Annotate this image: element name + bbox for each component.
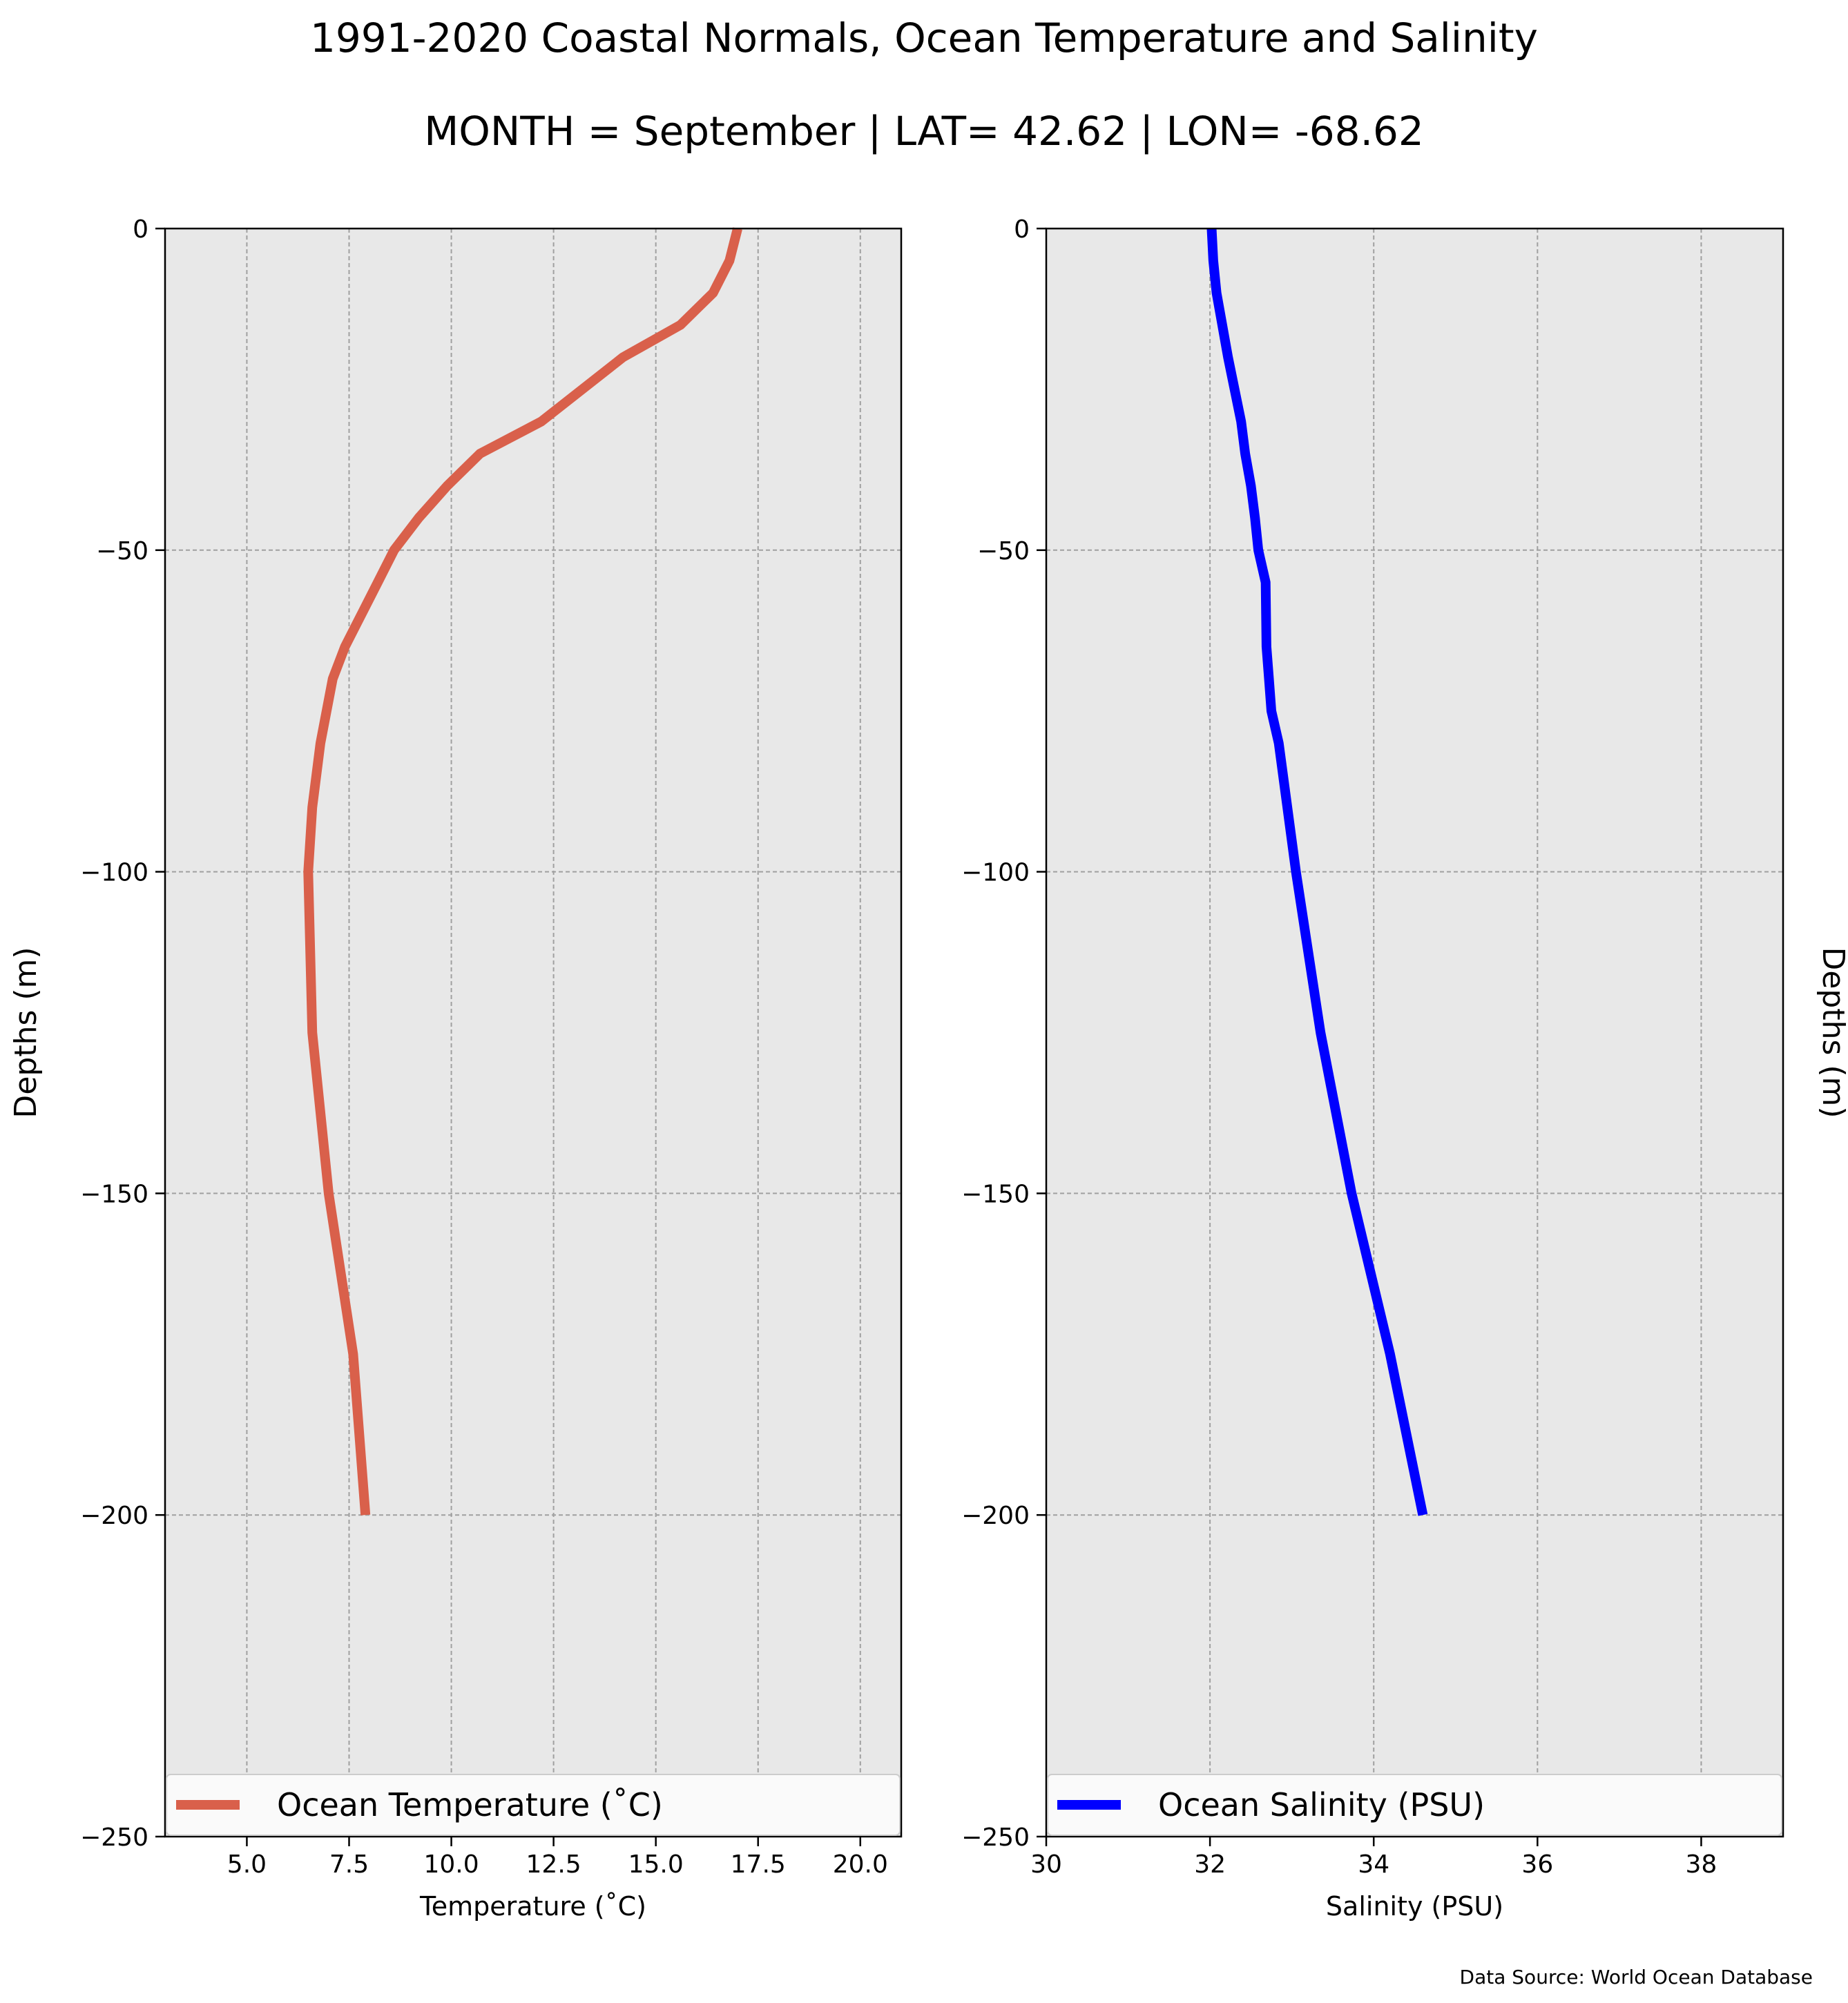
salinity-y-tick-label: −50 (977, 537, 1030, 565)
temperature-y-tick-label: 0 (133, 215, 148, 244)
salinity-x-tick-label: 36 (1521, 1850, 1553, 1879)
temperature-x-tick-label: 5.0 (227, 1850, 267, 1879)
temperature-legend-label: Ocean Temperature (˚C) (277, 1786, 663, 1823)
temperature-y-axis-label: Depths (m) (8, 947, 44, 1118)
salinity-x-tick-label: 38 (1686, 1850, 1717, 1879)
temperature-x-tick-label: 7.5 (329, 1850, 369, 1879)
temperature-y-tick-label: −50 (96, 537, 148, 565)
salinity-y-tick-label: 0 (1014, 215, 1030, 244)
salinity-y-tick-label: −150 (961, 1180, 1030, 1208)
salinity-x-axis-label: Salinity (PSU) (1326, 1891, 1503, 1922)
salinity-y-tick-label: −100 (961, 859, 1030, 887)
salinity-x-tick-label: 34 (1358, 1850, 1389, 1879)
temperature-y-tick-label: −150 (80, 1180, 148, 1208)
temperature-plot-area (165, 229, 901, 1837)
salinity-y-axis-label: Depths (m) (1816, 947, 1848, 1118)
figure-subtitle: MONTH = September | LAT= 42.62 | LON= -6… (424, 108, 1424, 155)
salinity-legend (1047, 1774, 1782, 1836)
salinity-y-tick-label: −250 (961, 1823, 1030, 1852)
temperature-y-tick-label: −100 (80, 859, 148, 887)
temperature-x-tick-label: 12.5 (526, 1850, 581, 1879)
salinity-y-tick-label: −200 (961, 1502, 1030, 1530)
salinity-axes-frame (1045, 227, 1784, 1838)
salinity-x-tick-label: 30 (1030, 1850, 1062, 1879)
temperature-x-tick-label: 20.0 (833, 1850, 888, 1879)
temperature-panel: 5.0 7.5 10.0 12.5 15.0 17.5 20.0 0 −50 −100 −150 −2… (8, 215, 903, 1922)
salinity-legend-label: Ocean Salinity (PSU) (1158, 1786, 1485, 1823)
figure-title: 1991-2020 Coastal Normals, Ocean Tempera… (310, 14, 1538, 61)
temperature-x-tick-label: 10.0 (423, 1850, 479, 1879)
temperature-x-axis-label: Temperature (˚C) (419, 1891, 646, 1922)
salinity-panel: 30 32 34 36 38 0 −50 −100 −150 −200 −250 Salinity (… (961, 215, 1848, 1922)
temperature-axes-frame (164, 227, 903, 1838)
temperature-legend (166, 1774, 901, 1836)
temperature-x-tick-label: 15.0 (628, 1850, 684, 1879)
temperature-series-line (303, 227, 742, 1516)
temperature-y-tick-label: −250 (80, 1823, 148, 1852)
temperature-x-tick-label: 17.5 (731, 1850, 786, 1879)
salinity-x-tick-label: 32 (1194, 1850, 1226, 1879)
salinity-series-line (1206, 228, 1428, 1516)
temperature-y-tick-label: −200 (80, 1502, 148, 1530)
salinity-plot-area (1046, 229, 1783, 1837)
source-note: Data Source: World Ocean Database (1460, 1966, 1813, 1989)
